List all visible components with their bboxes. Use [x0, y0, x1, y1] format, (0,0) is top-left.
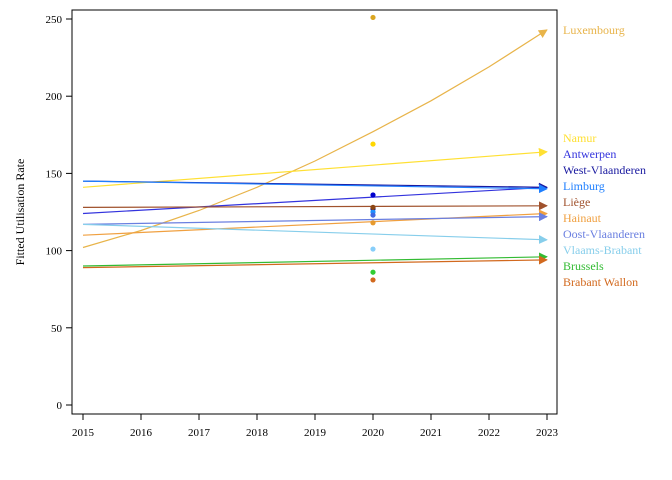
x-tick-label: 2018: [246, 427, 269, 439]
legend-label-limburg: Limburg: [563, 179, 605, 193]
x-tick-label: 2019: [304, 427, 327, 439]
y-tick-label: 100: [46, 246, 63, 258]
x-tick-label: 2021: [420, 427, 442, 439]
y-tick-label: 150: [46, 168, 63, 180]
y-axis: 0 50 100 150 200 250: [46, 14, 72, 412]
y-axis-title: Fitted Utilisation Rate: [13, 159, 27, 266]
legend-label-hainaut: Hainaut: [563, 211, 602, 225]
observed-point-brussels: [370, 269, 376, 275]
legend-label-vlaams-brabant: Vlaams-Brabant: [563, 243, 642, 257]
observed-points: [370, 14, 376, 283]
observed-point-li-ge: [370, 204, 376, 210]
observed-point-vlaams-brabant: [370, 246, 376, 252]
series-line-vlaams-brabant: [82, 223, 548, 245]
series-line-hainaut: [82, 209, 548, 236]
x-tick-label: 2015: [72, 427, 95, 439]
observed-point-antwerpen: [370, 192, 376, 198]
y-tick-label: 0: [57, 400, 63, 412]
legend-label-luxembourg: Luxembourg: [563, 23, 625, 37]
x-tick-label: 2023: [536, 427, 559, 439]
legend-label-li-ge: Liège: [563, 195, 590, 209]
observed-point-luxembourg: [370, 14, 376, 21]
y-tick-label: 200: [46, 91, 63, 103]
series-line-antwerpen: [82, 183, 548, 215]
y-tick-label: 250: [46, 14, 63, 26]
legend-label-brussels: Brussels: [563, 259, 604, 273]
series-line-limburg: [82, 180, 548, 194]
series-line-oost-vlaanderen: [82, 212, 548, 225]
legend-label-west-vlaanderen: West-Vlaanderen: [563, 163, 646, 177]
x-tick-label: 2017: [188, 427, 211, 439]
plot-frame: [71, 9, 558, 415]
series-line-brussels: [82, 252, 548, 267]
x-tick-label: 2016: [130, 427, 153, 439]
series-line-namur: [82, 147, 548, 188]
x-tick-label: 2022: [478, 427, 500, 439]
series-lines: [82, 29, 548, 269]
series-line-li-ge: [82, 201, 548, 211]
series-line-brabant-wallon: [82, 255, 548, 269]
legend: Luxembourg Namur Antwerpen West-Vlaanderen L…: [563, 23, 646, 289]
observed-point-namur: [370, 141, 376, 147]
observed-point-hainaut: [370, 220, 376, 226]
legend-label-antwerpen: Antwerpen: [563, 147, 616, 161]
x-axis: 2015 2016 2017 2018 2019 2020 2021 2022 2023: [72, 414, 559, 439]
observed-point-brabant-wallon: [370, 277, 376, 283]
series-line-luxembourg: [82, 29, 548, 249]
y-tick-label: 50: [51, 323, 63, 335]
observed-point-oost-vlaanderen: [370, 212, 376, 218]
x-tick-label: 2020: [362, 427, 385, 439]
legend-label-brabant-wallon: Brabant Wallon: [563, 275, 638, 289]
legend-label-oost-vlaanderen: Oost-Vlaanderen: [563, 227, 645, 241]
legend-label-namur: Namur: [563, 131, 596, 145]
